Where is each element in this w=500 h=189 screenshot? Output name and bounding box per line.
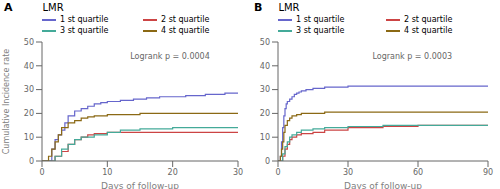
svg-text:Cumulative Incidence rate: Cumulative Incidence rate [8,49,11,155]
svg-text:50: 50 [260,38,270,47]
svg-text:30: 30 [343,168,353,177]
svg-text:30: 30 [260,85,270,94]
svg-text:0: 0 [265,157,270,166]
svg-text:50: 50 [24,38,34,47]
svg-text:Days of follow-up: Days of follow-up [101,181,179,189]
html-text:A: A [4,0,13,14]
html-text:LMR: LMR [278,1,300,13]
html-text:4 st quartile: 4 st quartile [161,26,210,35]
html-text:3 st quartile: 3 st quartile [60,26,109,35]
svg-text:40: 40 [24,62,34,71]
svg-text:20: 20 [260,109,270,118]
html-text:Logrank p = 0.0004: Logrank p = 0.0004 [130,52,210,61]
svg-text:Days of follow-up: Days of follow-up [344,181,422,189]
html-text:1 st quartile: 1 st quartile [60,15,109,24]
svg-text:0: 0 [29,157,34,166]
html-text:3 st quartile: 3 st quartile [296,26,345,35]
svg-text:90: 90 [483,168,492,177]
svg-text:30: 30 [233,168,243,177]
html-text:Logrank p = 0.0003: Logrank p = 0.0003 [372,52,453,61]
svg-text:30: 30 [24,85,34,94]
html-text:4 st quartile: 4 st quartile [404,26,453,35]
svg-text:10: 10 [102,168,112,177]
svg-text:20: 20 [24,109,34,118]
html-text:1 st quartile: 1 st quartile [296,15,345,24]
html-text:2 st quartile: 2 st quartile [161,15,210,24]
html-text:LMR: LMR [42,1,64,13]
svg-text:10: 10 [24,133,34,142]
svg-text:60: 60 [413,168,423,177]
svg-text:0: 0 [39,168,44,177]
html-text:B: B [254,0,263,14]
html-text:2 st quartile: 2 st quartile [404,15,453,24]
svg-text:40: 40 [260,62,270,71]
svg-text:20: 20 [168,168,178,177]
svg-text:0: 0 [275,168,280,177]
svg-text:10: 10 [260,133,270,142]
